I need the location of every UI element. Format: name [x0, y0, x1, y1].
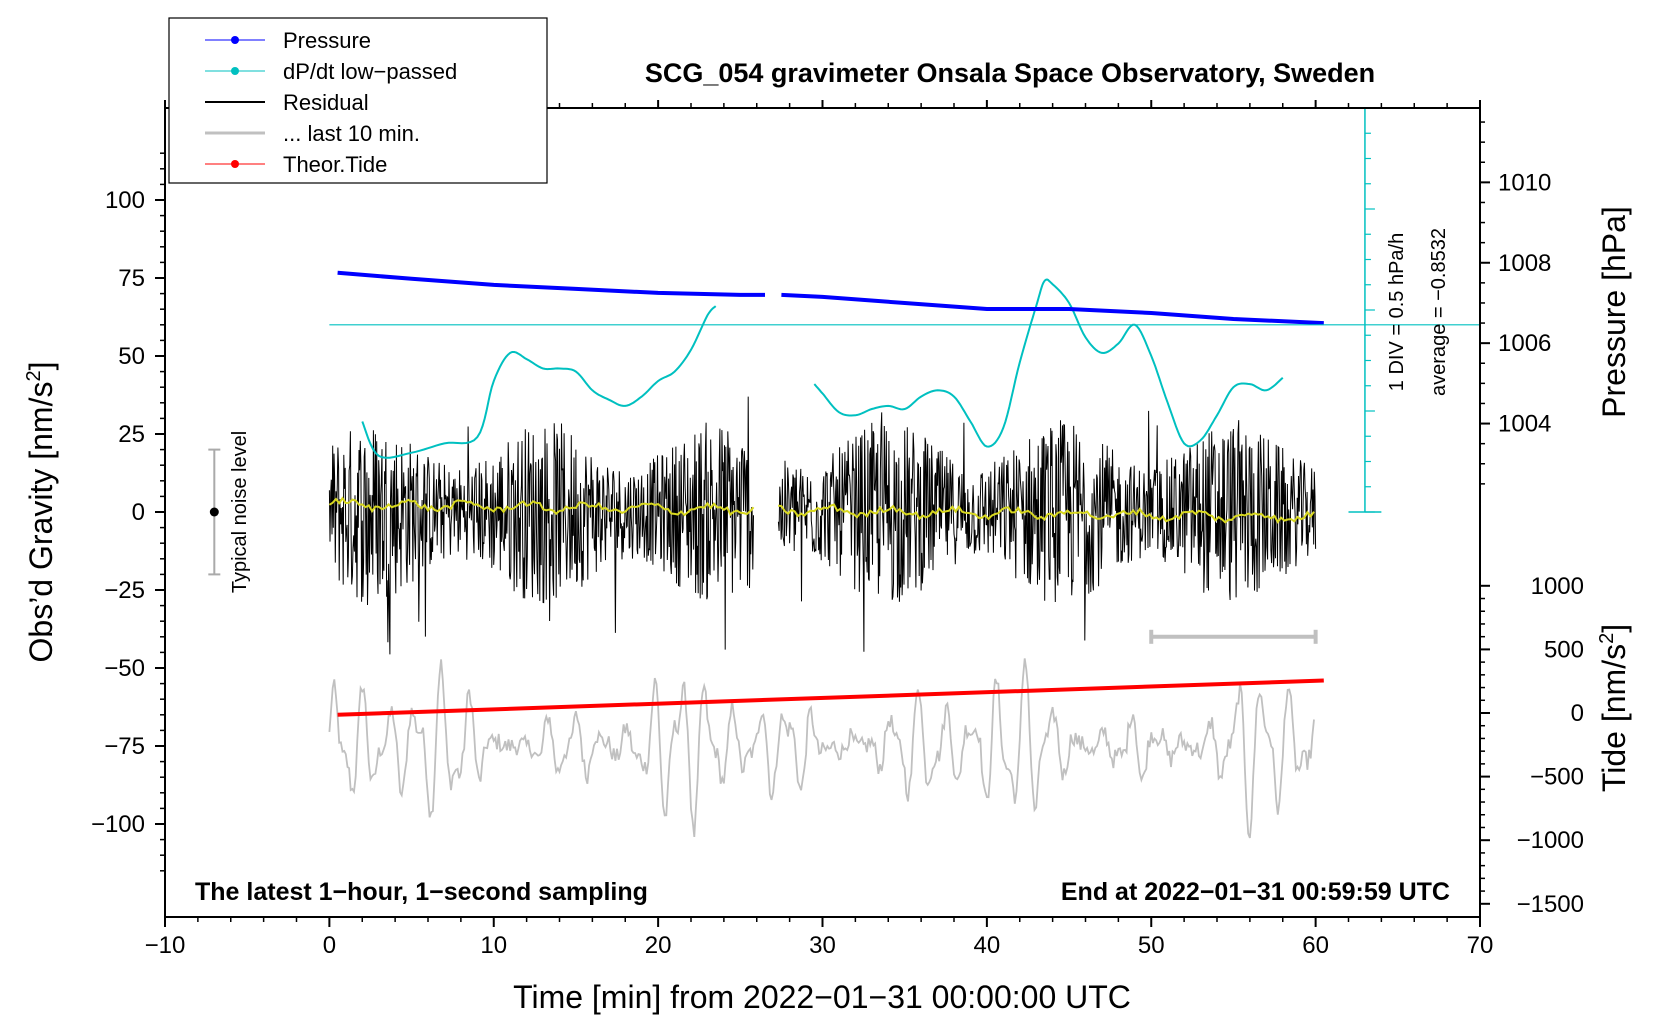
y-tide-tick-label: −1000	[1517, 827, 1584, 854]
tide-line	[337, 678, 1324, 717]
pressure-line-segment-1	[337, 270, 765, 297]
y-axis-label-gravity: Obs’d Gravity [nm/s2]	[23, 362, 59, 663]
y-axis-label-pressure: Pressure [hPa]	[1596, 206, 1632, 418]
y-axis-label-tide: Tide [nm/s2]	[1596, 624, 1632, 792]
residual-smoothed-series	[328, 496, 1315, 524]
noise-level-marker	[209, 507, 219, 517]
legend-label-pressure: Pressure	[283, 28, 371, 53]
x-tick-label: 70	[1467, 932, 1494, 959]
x-tick-label: 10	[480, 932, 507, 959]
y-gravity-tick-label: 0	[132, 499, 145, 526]
legend-item-tide: Theor.Tide	[205, 152, 387, 177]
annotation-div: 1 DIV = 0.5 hPa/h	[1386, 233, 1408, 391]
last-10-min-line	[328, 658, 1315, 839]
y-gravity-tick-label: −50	[104, 655, 145, 682]
annotation-end-time: End at 2022−01−31 00:59:59 UTC	[1061, 878, 1450, 906]
dpdt-series	[361, 278, 1284, 459]
tick-marks-and-labels: −10 0 10 20 30 40 50 60 701007550250−25−50−75−10…	[91, 100, 1584, 959]
y-gravity-tick-label: 25	[118, 421, 145, 448]
legend: Pressure dP/dt low−passed Residual ... l…	[168, 17, 548, 184]
dpdt-line-segment-2	[813, 278, 1284, 448]
residual-smoothed-line	[328, 496, 755, 517]
legend-label-dpdt: dP/dt low−passed	[283, 59, 457, 84]
y-gravity-tick-label: 50	[118, 343, 145, 370]
y-tide-tick-label: 1000	[1531, 573, 1584, 600]
residual-line	[328, 396, 754, 655]
y-gravity-tick-label: −100	[91, 811, 145, 838]
legend-marker-pressure	[231, 36, 239, 44]
y-axis-label-tide-sup: 2	[1596, 633, 1618, 644]
y-tide-tick-label: 500	[1544, 636, 1584, 663]
legend-item-last10: ... last 10 min.	[205, 121, 420, 146]
x-tick-label: −10	[145, 932, 186, 959]
legend-marker-tide	[231, 160, 239, 168]
x-tick-label: 40	[974, 932, 1001, 959]
annotation-average: average = −0.8532	[1428, 228, 1450, 396]
residual-smoothed-line	[777, 503, 1315, 524]
legend-label-residual: Residual	[283, 90, 369, 115]
y-axis-label-tide-main: Tide [nm/s	[1596, 644, 1632, 792]
x-tick-label: 50	[1138, 932, 1165, 959]
y-tide-tick-label: 0	[1571, 700, 1584, 727]
chart-decorations	[208, 107, 1480, 644]
residual-line	[777, 410, 1317, 652]
pressure-series	[337, 270, 1324, 326]
y-axis-label-gravity-end: ]	[23, 362, 59, 371]
annotation-sampling: The latest 1−hour, 1−second sampling	[195, 878, 648, 906]
residual-series	[328, 396, 1317, 655]
x-tick-label: 20	[645, 932, 672, 959]
chart-title: SCG_054 gravimeter Onsala Space Observat…	[645, 58, 1375, 88]
x-tick-label: 30	[809, 932, 836, 959]
legend-item-pressure: Pressure	[205, 28, 371, 53]
dpdt-line-segment-1	[361, 305, 717, 459]
y-gravity-tick-label: −25	[104, 577, 145, 604]
legend-item-residual: Residual	[205, 90, 369, 115]
legend-marker-dpdt	[231, 67, 239, 75]
x-tick-label: 60	[1302, 932, 1329, 959]
y-axis-label-gravity-sup: 2	[23, 370, 45, 381]
y-gravity-tick-label: −75	[104, 733, 145, 760]
y-gravity-tick-label: 100	[105, 187, 145, 214]
last-10-min-series	[328, 658, 1315, 839]
y-tide-tick-label: −1500	[1517, 891, 1584, 918]
y-pressure-tick-label: 1004	[1498, 411, 1551, 438]
y-pressure-tick-label: 1006	[1498, 330, 1551, 357]
x-axis-label: Time [min] from 2022−01−31 00:00:00 UTC	[513, 979, 1131, 1015]
y-pressure-tick-label: 1008	[1498, 250, 1551, 277]
y-tide-tick-label: −500	[1530, 764, 1584, 791]
y-pressure-tick-label: 1010	[1498, 169, 1551, 196]
legend-label-last10: ... last 10 min.	[283, 121, 420, 146]
y-axis-label-gravity-main: Obs’d Gravity [nm/s	[23, 382, 59, 663]
legend-box	[168, 17, 548, 184]
x-tick-label: 0	[323, 932, 336, 959]
tide-series	[337, 678, 1324, 717]
legend-item-dpdt: dP/dt low−passed	[205, 59, 457, 84]
legend-label-tide: Theor.Tide	[283, 152, 387, 177]
y-axis-label-tide-end: ]	[1596, 624, 1632, 633]
pressure-line-segment-2	[781, 292, 1324, 326]
annotation-noise-level: Typical noise level	[229, 431, 251, 593]
y-gravity-tick-label: 75	[118, 265, 145, 292]
